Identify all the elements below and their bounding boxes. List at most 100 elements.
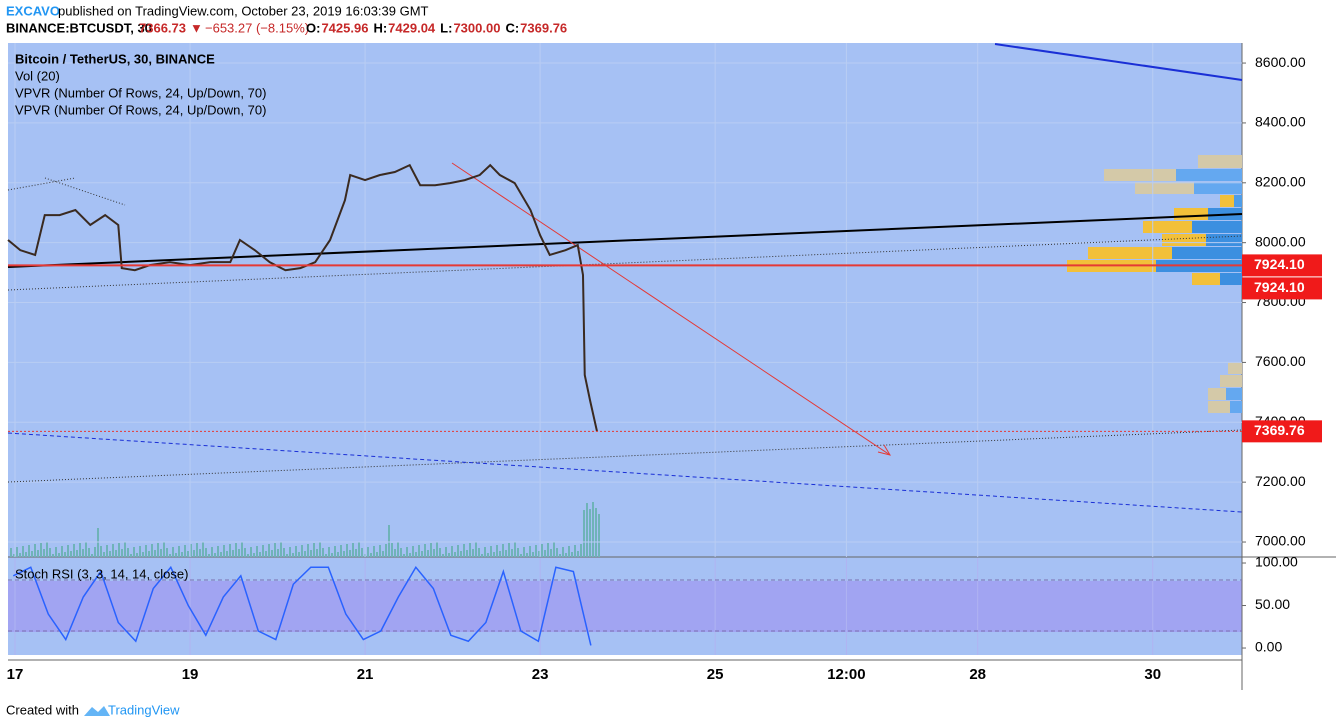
price-label: 7369.76 [1254, 422, 1305, 438]
volume-bar [397, 542, 399, 557]
volume-bar [271, 550, 273, 557]
volume-bar [529, 546, 531, 557]
author: EXCAVO [6, 3, 60, 18]
volume-bar [328, 547, 330, 557]
volume-bar [505, 550, 507, 557]
volume-bar [40, 543, 42, 557]
symbol: BINANCE:BTCUSDT, 30 [6, 20, 152, 35]
last-price: 7366.73 [139, 20, 186, 35]
volume-bar [373, 546, 375, 557]
volume-bar [88, 548, 90, 557]
y-tick-label: 7200.00 [1255, 473, 1306, 489]
brand[interactable]: TradingView [108, 702, 180, 717]
volume-bar [322, 548, 324, 557]
volume-bar [145, 545, 147, 557]
volume-bar [496, 545, 498, 557]
volume-bar [115, 550, 117, 557]
volume-bar [193, 550, 195, 557]
volume-bar [34, 544, 36, 557]
volume-bar [253, 553, 255, 557]
volume-bar [442, 554, 444, 557]
plot-bg [8, 43, 1242, 655]
volume-bar [571, 552, 573, 557]
volume-bar [355, 549, 357, 557]
volume-bar [118, 543, 120, 557]
volume-bar [190, 544, 192, 557]
volume-bar [283, 548, 285, 557]
volume-bar [595, 508, 597, 557]
volume-bar [244, 548, 246, 557]
volume-bar [556, 548, 558, 557]
ohlc-key: L: [440, 20, 452, 35]
volume-bar [376, 552, 378, 557]
volume-bar [526, 553, 528, 557]
volume-bar [76, 550, 78, 557]
volume-bar [289, 547, 291, 557]
volume-bar [280, 542, 282, 557]
volume-bar [223, 545, 225, 557]
price-label-box [1242, 254, 1322, 277]
volume-bar [508, 543, 510, 557]
volume-bar [226, 551, 228, 557]
y-tick-label: 8000.00 [1255, 233, 1306, 249]
volume-bar [64, 552, 66, 557]
volume-bar [22, 546, 24, 557]
volume-bar [73, 544, 75, 557]
volume-bar [445, 547, 447, 557]
volume-bar [514, 542, 516, 557]
volume-bar [178, 546, 180, 557]
volume-bar [550, 549, 552, 557]
volume-bar [589, 509, 591, 557]
volume-bar [217, 546, 219, 557]
volume-bar [388, 525, 390, 557]
volume-bar [175, 553, 177, 557]
volume-bar [406, 547, 408, 557]
volume-bar [232, 550, 234, 557]
volume-bar [163, 542, 165, 557]
logo [84, 706, 110, 716]
volume-bar [331, 553, 333, 557]
volume-bar [214, 553, 216, 557]
volume-bar [382, 551, 384, 557]
volume-bar [169, 554, 171, 557]
volume-bar [160, 549, 162, 557]
volume-bar [265, 551, 267, 557]
volume-bar [274, 543, 276, 557]
ohlc-value: 7429.04 [388, 20, 436, 35]
volume-bar [430, 543, 432, 557]
down-arrow: ▼ [190, 20, 203, 35]
volume-bar [124, 542, 126, 557]
volume-bar [103, 552, 105, 557]
volume-bar [559, 554, 561, 557]
y-tick-label: 8600.00 [1255, 54, 1306, 70]
volume-bar [451, 546, 453, 557]
volume-bar [277, 549, 279, 557]
volume-bar [448, 553, 450, 557]
volume-bar [166, 548, 168, 557]
volume-bar [157, 543, 159, 557]
x-tick-label: 28 [969, 666, 986, 683]
volume-bar [427, 550, 429, 557]
volume-bar [553, 542, 555, 557]
x-tick-label: 23 [532, 666, 549, 683]
volume-bar [403, 554, 405, 557]
volume-bar [139, 546, 141, 557]
volume-bar [301, 545, 303, 557]
volume-bar [127, 548, 129, 557]
volume-bar [361, 548, 363, 557]
volume-bar [457, 545, 459, 557]
volume-bar [304, 551, 306, 557]
volume-bar [58, 553, 60, 557]
volume-bar [187, 551, 189, 557]
price-line [7, 163, 598, 432]
volume-bar [100, 546, 102, 557]
volume-bar [79, 543, 81, 557]
ohlc-key: C: [505, 20, 519, 35]
x-tick-label: 21 [357, 666, 374, 683]
volume-bar [583, 510, 585, 557]
volume-bar [574, 545, 576, 557]
volume-bar [472, 549, 474, 557]
stoch-title: Stoch RSI (3, 3, 14, 14, close) [15, 566, 188, 581]
volume-bar [55, 547, 57, 557]
